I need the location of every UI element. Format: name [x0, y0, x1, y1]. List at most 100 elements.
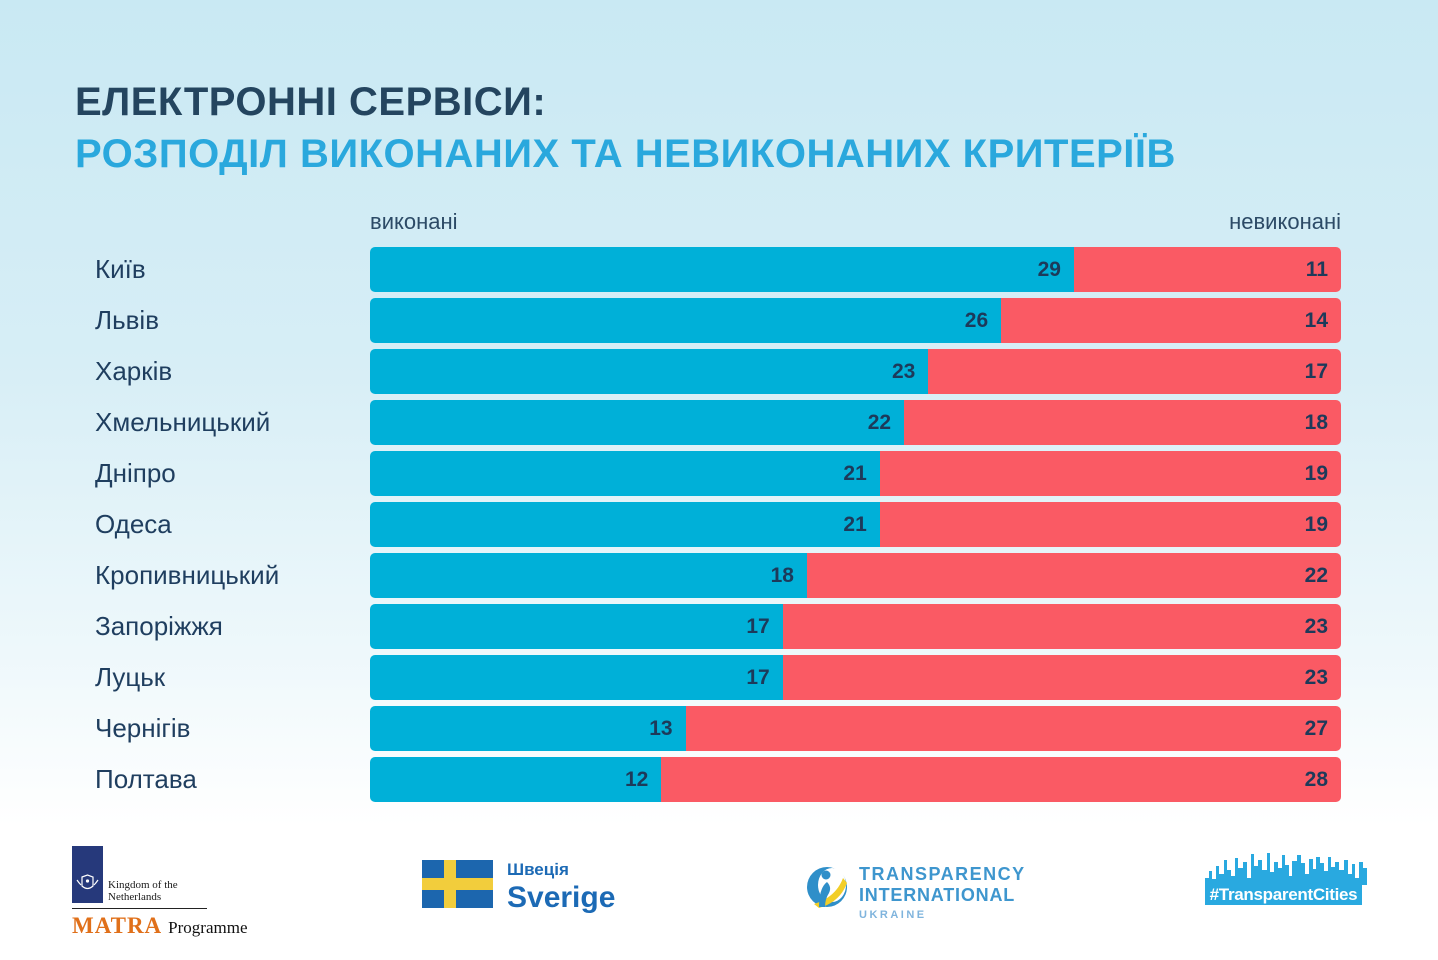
undone-value: 14 [1304, 308, 1328, 332]
chart-row: Луцьк 17 23 [75, 655, 1341, 700]
bar-segment-done: 26 [370, 298, 1002, 343]
title-line-2: РОЗПОДІЛ ВИКОНАНИХ ТА НЕВИКОНАНИХ КРИТЕР… [75, 132, 1176, 176]
city-label: Запоріжжя [95, 611, 223, 641]
city-label: Дніпро [95, 458, 176, 488]
bar-segment-done: 23 [370, 349, 929, 394]
page-title: ЕЛЕКТРОННІ СЕРВІСИ: РОЗПОДІЛ ВИКОНАНИХ Т… [75, 76, 1176, 180]
sweden-logo: Швеція Sverige [422, 860, 615, 915]
chart-row: Чернігів 13 27 [75, 706, 1341, 751]
bar-segment-undone: 23 [782, 655, 1341, 700]
legend-done-label: виконані [370, 209, 458, 234]
done-value: 12 [624, 767, 649, 791]
matra-divider [72, 908, 207, 909]
transparent-cities-logo: #TransparentCities [1205, 852, 1367, 905]
city-label: Київ [95, 254, 146, 284]
bar-segment-undone: 28 [661, 757, 1341, 802]
bar: 23 17 [370, 349, 1341, 394]
city-label: Одеса [95, 509, 172, 539]
city-label: Хмельницький [95, 407, 271, 437]
city-label: Харків [95, 356, 173, 386]
bar-segment-done: 17 [370, 655, 783, 700]
bar: 21 19 [370, 451, 1341, 496]
done-value: 21 [843, 461, 867, 485]
bar: 22 18 [370, 400, 1341, 445]
bar: 17 23 [370, 604, 1341, 649]
matra-wordmark: MATRA Programme [72, 913, 248, 939]
bar-segment-undone: 22 [806, 553, 1341, 598]
bar-segment-done: 18 [370, 553, 807, 598]
undone-value: 19 [1304, 461, 1328, 485]
chart-row: Хмельницький 22 18 [75, 400, 1341, 445]
ti-line-ukraine: UKRAINE [859, 909, 927, 921]
matra-name: MATRA [72, 913, 163, 938]
bar: 21 19 [370, 502, 1341, 547]
chart-row: Полтава 12 28 [75, 757, 1341, 802]
ti-line-transparency: TRANSPARENCY [859, 864, 1026, 884]
bar-segment-undone: 17 [928, 349, 1341, 394]
stacked-bar-chart: Київ 29 11 Львів 26 14 Харків 23 17 Хмел… [75, 247, 1341, 808]
undone-value: 11 [1305, 257, 1328, 281]
undone-value: 17 [1304, 359, 1328, 383]
bar-segment-undone: 11 [1073, 247, 1341, 292]
done-value: 22 [867, 410, 892, 434]
city-label: Львів [95, 305, 160, 335]
ti-globe-icon [807, 867, 847, 908]
bar-segment-done: 22 [370, 400, 905, 445]
done-value: 29 [1037, 257, 1061, 281]
chart-row: Львів 26 14 [75, 298, 1341, 343]
chart-row: Дніпро 21 19 [75, 451, 1341, 496]
chart-row: Харків 23 17 [75, 349, 1341, 394]
undone-value: 23 [1304, 614, 1328, 638]
done-value: 13 [649, 716, 673, 740]
bar-segment-done: 17 [370, 604, 783, 649]
undone-value: 27 [1304, 716, 1328, 740]
bar-segment-undone: 18 [904, 400, 1341, 445]
transparency-international-logo: TRANSPARENCY INTERNATIONAL UKRAINE [806, 864, 1026, 921]
bar-segment-undone: 19 [879, 451, 1341, 496]
bar-segment-done: 13 [370, 706, 686, 751]
bar-segment-done: 21 [370, 502, 880, 547]
done-value: 21 [843, 512, 867, 536]
done-value: 18 [770, 563, 794, 587]
ti-wordmark: TRANSPARENCY INTERNATIONAL UKRAINE [859, 864, 1026, 921]
bar: 17 23 [370, 655, 1341, 700]
netherlands-banner-icon [72, 846, 103, 903]
done-value: 17 [746, 614, 770, 638]
bar-segment-done: 12 [370, 757, 662, 802]
bar-segment-undone: 19 [879, 502, 1341, 547]
chart-legend: виконані невиконані [370, 209, 1341, 235]
undone-value: 18 [1304, 410, 1328, 434]
done-value: 17 [746, 665, 770, 689]
bar-segment-done: 29 [370, 247, 1074, 292]
chart-row: Кропивницький 18 22 [75, 553, 1341, 598]
sweden-name-swedish: Sverige [507, 881, 616, 914]
city-label: Чернігів [95, 713, 191, 743]
bar: 13 27 [370, 706, 1341, 751]
undone-value: 22 [1304, 563, 1328, 587]
undone-value: 28 [1304, 767, 1328, 791]
bar-segment-done: 21 [370, 451, 880, 496]
bar-segment-undone: 23 [782, 604, 1341, 649]
sweden-flag-icon [422, 860, 493, 908]
city-skyline-icon [1205, 853, 1367, 905]
bar: 18 22 [370, 553, 1341, 598]
chart-row: Київ 29 11 [75, 247, 1341, 292]
kingdom-of-netherlands-label: Kingdom of the Netherlands [108, 879, 178, 903]
chart-row: Запоріжжя 17 23 [75, 604, 1341, 649]
city-label: Луцьк [95, 662, 166, 692]
bar: 12 28 [370, 757, 1341, 802]
transparent-cities-label: #TransparentCities [1209, 885, 1358, 904]
footer-logos: Kingdom of the Netherlands MATRA Programm… [0, 840, 1438, 960]
netherlands-crest-icon [76, 874, 99, 890]
bar-segment-undone: 14 [1001, 298, 1341, 343]
done-value: 23 [891, 359, 916, 383]
bar: 29 11 [370, 247, 1341, 292]
city-label: Полтава [95, 764, 197, 794]
undone-value: 19 [1304, 512, 1328, 536]
city-label: Кропивницький [95, 560, 280, 590]
ti-line-international: INTERNATIONAL [859, 885, 1016, 905]
legend-undone-label: невиконані [1229, 209, 1341, 234]
sweden-wordmark: Швеція Sverige [507, 860, 615, 915]
undone-value: 23 [1304, 665, 1328, 689]
